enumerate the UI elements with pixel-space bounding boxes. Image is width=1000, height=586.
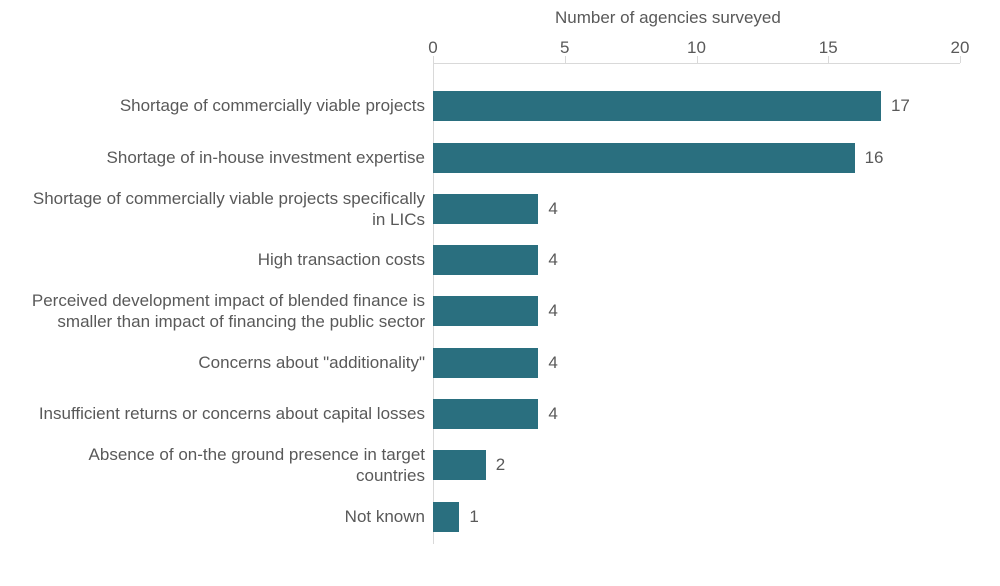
x-tick	[697, 56, 698, 63]
bar	[433, 143, 855, 173]
value-label: 4	[548, 199, 557, 219]
bar-chart: Number of agencies surveyed 0 5 10 15 20 Shor…	[0, 0, 1000, 586]
value-label: 2	[496, 455, 505, 475]
bar	[433, 450, 486, 480]
x-tick	[960, 56, 961, 63]
x-tick-label: 10	[687, 38, 706, 58]
category-label: Not known	[17, 493, 425, 541]
x-axis-line	[433, 63, 960, 64]
bar	[433, 348, 538, 378]
category-label: Shortage of in-house investment expertis…	[17, 134, 425, 182]
bar	[433, 194, 538, 224]
bar	[433, 296, 538, 326]
category-label: Perceived development impact of blended …	[17, 287, 425, 335]
x-axis-title: Number of agencies surveyed	[555, 8, 781, 28]
value-label: 1	[469, 507, 478, 527]
value-label: 4	[548, 353, 557, 373]
category-label: Insufficient returns or concerns about c…	[17, 390, 425, 438]
x-tick-label: 15	[819, 38, 838, 58]
category-label: Absence of on-the ground presence in tar…	[17, 441, 425, 489]
x-tick	[433, 56, 434, 63]
x-tick-label: 0	[428, 38, 437, 58]
value-label: 16	[865, 148, 884, 168]
category-label: Shortage of commercially viable projects…	[17, 185, 425, 233]
value-label: 4	[548, 404, 557, 424]
x-tick-label: 5	[560, 38, 569, 58]
value-label: 4	[548, 301, 557, 321]
bar	[433, 399, 538, 429]
bar	[433, 245, 538, 275]
category-label: Concerns about "additionality"	[17, 339, 425, 387]
bar	[433, 91, 881, 121]
value-label: 17	[891, 96, 910, 116]
category-label: Shortage of commercially viable projects	[17, 82, 425, 130]
x-tick	[565, 56, 566, 63]
value-label: 4	[548, 250, 557, 270]
bar	[433, 502, 459, 532]
x-tick	[828, 56, 829, 63]
x-tick-label: 20	[951, 38, 970, 58]
category-label: High transaction costs	[17, 236, 425, 284]
